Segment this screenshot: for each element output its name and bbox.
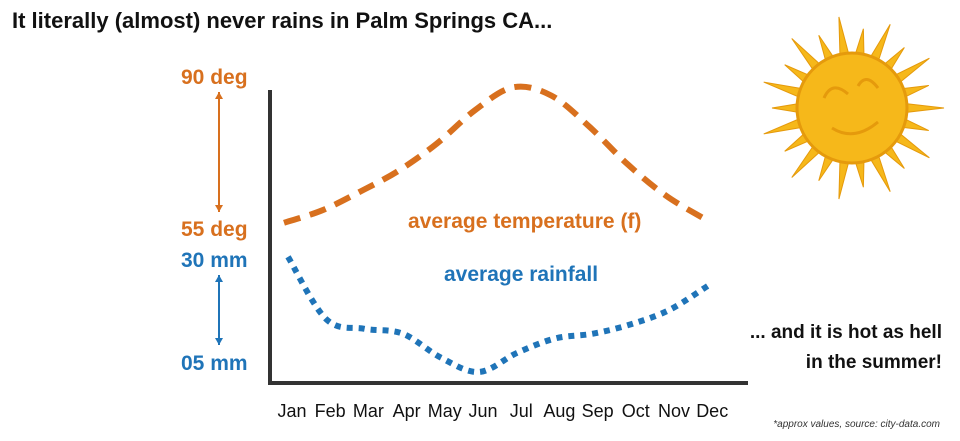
temperature-range-arrow — [215, 92, 223, 212]
annotation-text: ... and it is hot as hell in the summer! — [750, 318, 942, 378]
sun-icon — [763, 16, 945, 200]
x-tick-label-oct: Oct — [622, 401, 650, 421]
chart-title: It literally (almost) never rains in Pal… — [12, 8, 553, 33]
annotation-line-1: ... and it is hot as hell — [749, 322, 942, 343]
rainfall-max-label: 30 mm — [181, 249, 248, 272]
rainfall-min-label: 05 mm — [181, 352, 248, 375]
rainfall-series-label: average rainfall — [444, 263, 598, 286]
temperature-series-label: average temperature (f) — [408, 210, 641, 233]
rainfall-range-arrow — [215, 275, 223, 345]
source-note: *approx values, source: city-data.com — [773, 419, 940, 430]
x-tick-label-feb: Feb — [315, 401, 346, 421]
x-tick-label-mar: Mar — [353, 401, 384, 421]
temperature-max-label: 90 deg — [181, 66, 248, 89]
annotation-line-2: in the summer! — [805, 352, 942, 373]
x-tick-label-sep: Sep — [582, 401, 614, 421]
x-tick-label-jul: Jul — [510, 401, 533, 421]
x-tick-label-apr: Apr — [393, 401, 421, 421]
chart-axes — [268, 90, 748, 385]
x-tick-label-aug: Aug — [543, 401, 575, 421]
x-tick-label-dec: Dec — [696, 401, 728, 421]
temperature-min-label: 55 deg — [181, 218, 248, 241]
temperature-series-line — [283, 83, 706, 226]
x-tick-label-may: May — [428, 401, 462, 421]
rainfall-series-line — [285, 255, 710, 376]
x-tick-label-jun: Jun — [468, 401, 497, 421]
x-tick-label-nov: Nov — [658, 401, 690, 421]
x-tick-label-jan: Jan — [277, 401, 306, 421]
